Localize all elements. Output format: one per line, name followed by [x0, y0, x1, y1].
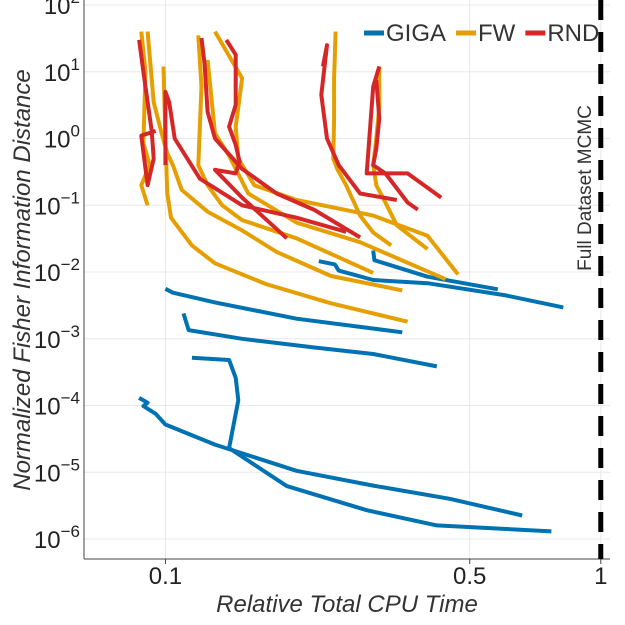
series-line-fw-9: [196, 35, 375, 275]
legend-label: RND: [547, 20, 599, 47]
series-line-rnd-20: [364, 65, 443, 200]
legend: GIGA FW RND: [364, 20, 599, 47]
y-tick-labels: 10−6 10−5 10−4 10−3 10−2 10−1 100 101 102: [34, 0, 80, 554]
y-tick-label: 102: [44, 0, 80, 20]
y-tick-label: 10−4: [34, 389, 80, 421]
y-axis-title: Normalized Fisher Information Distance: [9, 69, 36, 491]
y-tick-label: 10−5: [34, 455, 80, 487]
series-line-fw-7: [145, 31, 403, 293]
x-tick-labels: 0.1 0.5 1: [149, 559, 607, 590]
series-line-giga-2: [181, 312, 438, 369]
legend-item-giga: GIGA: [364, 20, 446, 47]
axes: [83, 0, 610, 560]
series-line-rnd-14: [137, 39, 157, 188]
legend-item-rnd: RND: [525, 20, 599, 47]
y-tick-label: 10−2: [34, 255, 80, 287]
y-tick-label: 10−3: [34, 322, 80, 354]
x-tick-label: 0.5: [453, 563, 486, 590]
series-line-fw-13: [371, 66, 429, 251]
legend-label: GIGA: [386, 20, 446, 47]
x-axis-title: Relative Total CPU Time: [216, 591, 478, 618]
series-line-giga-3: [164, 287, 403, 335]
series-line-rnd-18: [319, 43, 398, 202]
series-line-fw-11: [213, 30, 460, 276]
series-line-giga-1: [191, 355, 552, 534]
series-line-rnd-19: [371, 79, 419, 212]
series-line-fw-6: [139, 31, 152, 206]
x-tick-label: 0.1: [149, 563, 182, 590]
series-line-rnd-15: [163, 89, 347, 234]
y-tick-label: 100: [44, 122, 80, 154]
legend-item-fw: FW: [456, 20, 516, 47]
series-line-fw-12: [331, 31, 393, 248]
x-tick-label: 1: [594, 563, 607, 590]
y-tick-label: 10−6: [34, 522, 80, 554]
reference-line-label: Full Dataset MCMC: [575, 105, 596, 271]
y-tick-label: 101: [44, 55, 80, 87]
series-line-giga-5: [371, 250, 499, 292]
legend-label: FW: [478, 20, 516, 47]
series-layer: [137, 30, 564, 534]
series-line-rnd-16: [199, 37, 362, 240]
y-tick-label: 10−1: [34, 188, 80, 220]
series-line-giga-0: [138, 396, 523, 518]
series-line-rnd-17: [213, 38, 289, 240]
series-line-giga-4: [318, 259, 564, 310]
